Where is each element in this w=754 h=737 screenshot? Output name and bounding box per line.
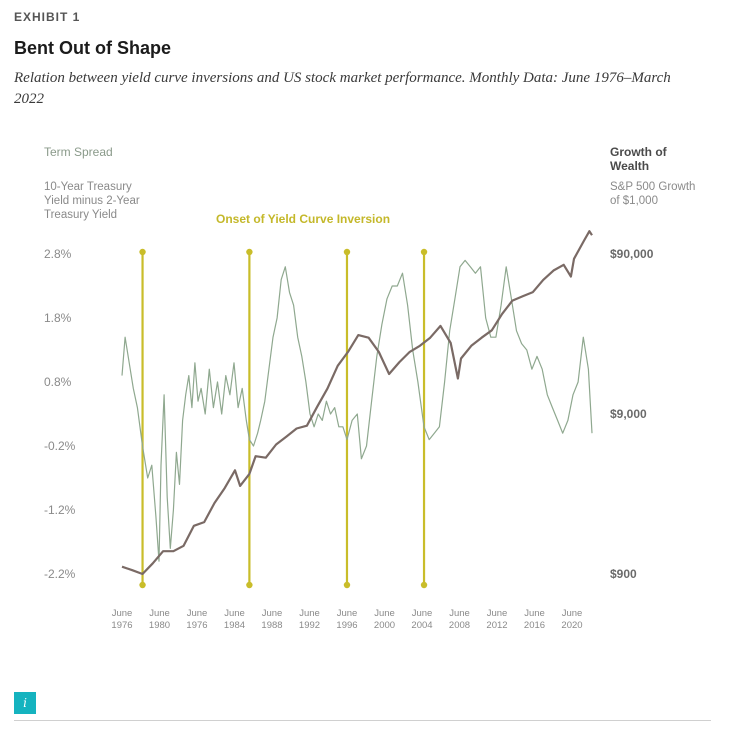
- growth-of-wealth-line: [121, 230, 593, 576]
- term-spread-line: [121, 259, 593, 562]
- right-tick-label: $90,000: [610, 247, 654, 261]
- x-tick-label: June: [412, 608, 433, 619]
- chart-title: Bent Out of Shape: [14, 38, 171, 58]
- x-tick-label: 1988: [261, 620, 282, 631]
- x-tick-label: June: [149, 608, 170, 619]
- x-tick-label: June: [224, 608, 245, 619]
- left-axis-subtitle: 10-Year Treasury Yield minus 2-Year Trea…: [44, 181, 140, 221]
- footer-divider: [14, 720, 711, 721]
- right-axis-subtitle: S&P 500 Growth of $1,000: [610, 181, 696, 207]
- inversion-dot-top: [246, 248, 253, 256]
- x-tick-label: June: [112, 608, 133, 619]
- right-tick-label: $900: [610, 567, 637, 581]
- inversion-dot-bottom: [246, 581, 253, 589]
- x-tick-label: 1976: [186, 620, 207, 631]
- x-tick-label: June: [449, 608, 470, 619]
- inversion-dot-bottom: [420, 581, 428, 589]
- x-tick-label: June: [262, 608, 283, 619]
- x-tick-label: 2004: [411, 620, 432, 631]
- inversion-dot-bottom: [343, 581, 351, 589]
- right-tick-label: $9,000: [610, 407, 647, 421]
- info-button[interactable]: i: [14, 692, 36, 714]
- x-tick-label: 1976: [111, 620, 132, 631]
- x-tick-label: June: [524, 608, 545, 619]
- x-tick-label: 2016: [524, 620, 545, 631]
- x-tick-label: 1996: [336, 620, 357, 631]
- chart-subtitle: Relation between yield curve inversions …: [14, 70, 671, 107]
- inversion-dot-top: [343, 248, 351, 256]
- exhibit-label: EXHIBIT 1: [14, 10, 81, 24]
- x-tick-label: 1980: [149, 620, 170, 631]
- x-tick-label: June: [487, 608, 508, 619]
- left-tick-label: -0.2%: [44, 439, 76, 453]
- right-axis-title: Growth of Wealth: [610, 145, 667, 173]
- x-tick-label: 2008: [449, 620, 470, 631]
- x-tick-label: 2020: [561, 620, 582, 631]
- left-tick-label: -1.2%: [44, 503, 76, 517]
- inversion-dot-top: [420, 248, 428, 256]
- x-tick-label: June: [299, 608, 320, 619]
- x-tick-label: 1984: [224, 620, 245, 631]
- x-tick-label: 2000: [374, 620, 395, 631]
- x-tick-label: June: [562, 608, 583, 619]
- inversion-dot-top: [139, 248, 146, 256]
- left-tick-label: 2.8%: [44, 247, 72, 261]
- x-tick-label: June: [374, 608, 395, 619]
- x-tick-label: June: [337, 608, 358, 619]
- left-tick-label: 0.8%: [44, 375, 72, 389]
- inversion-dot-bottom: [139, 581, 146, 589]
- x-tick-label: 1992: [299, 620, 320, 631]
- inversion-annotation: Onset of Yield Curve Inversion: [216, 212, 391, 226]
- x-tick-label: June: [187, 608, 208, 619]
- x-tick-label: 2012: [486, 620, 507, 631]
- left-tick-label: 1.8%: [44, 311, 72, 325]
- left-axis-title: Term Spread: [44, 145, 113, 159]
- left-tick-label: -2.2%: [44, 567, 76, 581]
